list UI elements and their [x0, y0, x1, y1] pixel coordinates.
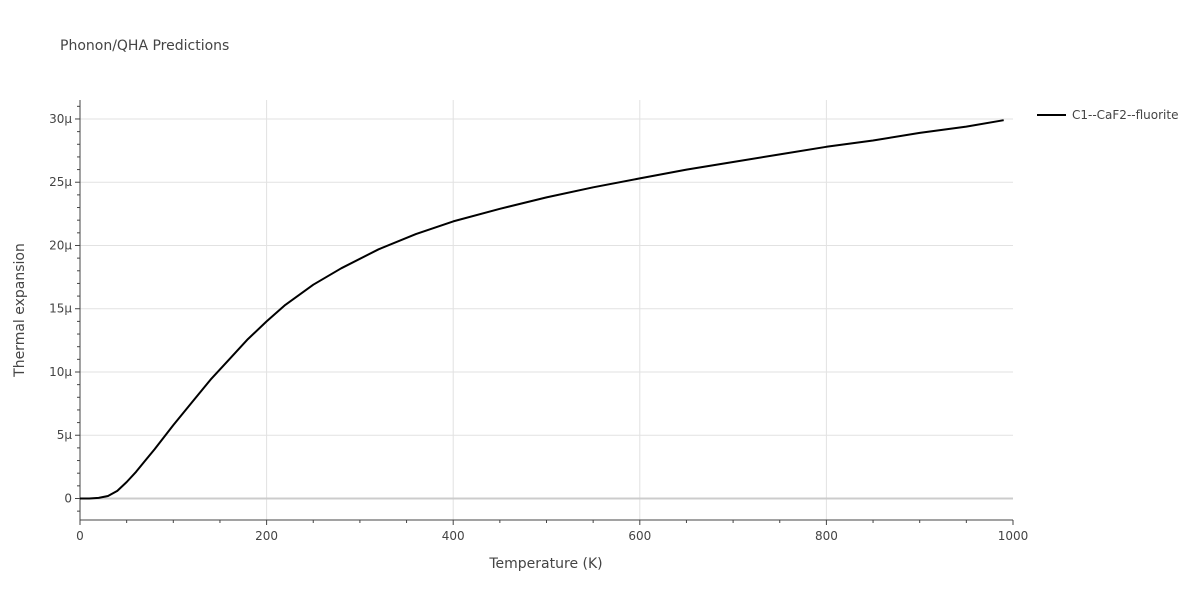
legend[interactable]: C1--CaF2--fluorite [1037, 108, 1178, 122]
x-tick-label: 0 [76, 529, 84, 543]
chart-title: Phonon/QHA Predictions [60, 38, 229, 54]
y-tick-label: 25μ [49, 175, 72, 189]
series-layer [80, 119, 1004, 500]
x-tick-label: 1000 [998, 529, 1029, 543]
legend-label: C1--CaF2--fluorite [1072, 108, 1178, 122]
gridlines [80, 100, 1013, 520]
x-axis-title: Temperature (K) [488, 556, 602, 572]
y-axis-title: Thermal expansion [12, 243, 28, 378]
y-tick-label: 0 [64, 491, 72, 505]
x-tick-label: 600 [628, 529, 651, 543]
y-tick-label: 20μ [49, 238, 72, 252]
y-tick-label: 10μ [49, 365, 72, 379]
x-tick-label: 400 [442, 529, 465, 543]
series-line [80, 119, 1004, 500]
y-tick-label: 15μ [49, 302, 72, 316]
axes: 0 200 400 600 800 1000 0 5μ 10μ 15μ 20μ 25μ 30μ [49, 100, 1028, 543]
x-tick-label: 200 [255, 529, 278, 543]
x-tick-label: 800 [815, 529, 838, 543]
y-tick-label: 5μ [57, 428, 73, 442]
y-tick-label: 30μ [49, 112, 72, 126]
